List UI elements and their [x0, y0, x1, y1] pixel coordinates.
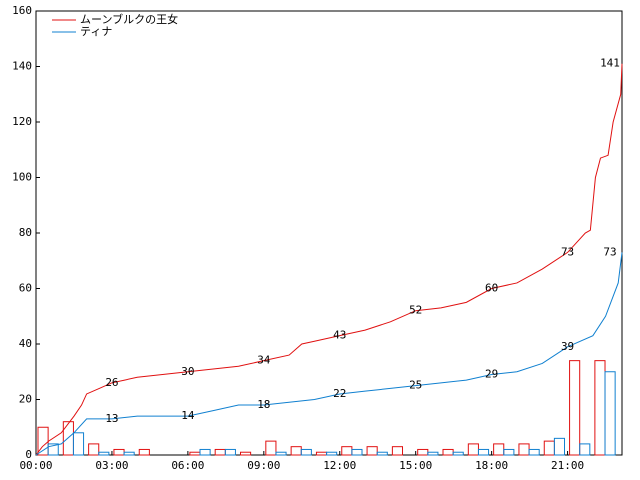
data-label: 26 — [105, 376, 118, 389]
data-label: 14 — [181, 409, 195, 422]
x-tick-label: 00:00 — [19, 459, 52, 472]
bar — [214, 448, 226, 456]
bar — [113, 448, 125, 456]
bar — [543, 440, 555, 456]
data-label: 13 — [105, 412, 118, 425]
y-tick-label: 60 — [19, 282, 32, 295]
bar — [199, 448, 211, 456]
data-label: 73 — [561, 245, 574, 258]
bar — [391, 446, 404, 456]
y-tick-label: 20 — [19, 393, 32, 406]
y-tick-label: 80 — [19, 226, 32, 239]
y-tick-label: 40 — [19, 337, 32, 350]
bar — [594, 360, 606, 456]
y-tick-label: 140 — [12, 60, 32, 73]
data-label: 141 — [600, 57, 620, 70]
x-tick-label: 06:00 — [171, 459, 204, 472]
data-label: 52 — [409, 304, 422, 317]
bar — [477, 448, 490, 456]
bar — [417, 448, 429, 456]
bar — [290, 446, 302, 456]
x-tick-label: 03:00 — [95, 459, 128, 472]
bar — [569, 360, 581, 456]
y-tick-label: 160 — [12, 4, 32, 17]
bar — [553, 437, 566, 456]
data-label: 18 — [257, 398, 270, 411]
bar — [98, 451, 110, 456]
bar — [315, 451, 328, 456]
plot-frame — [35, 10, 623, 456]
bar — [189, 451, 201, 456]
bar — [442, 448, 454, 456]
bar — [351, 448, 363, 456]
data-label: 29 — [485, 368, 498, 381]
y-tick-label: 120 — [12, 115, 32, 128]
x-tick-label: 15:00 — [399, 459, 432, 472]
bar — [493, 443, 505, 456]
bar — [47, 443, 59, 456]
data-label: 43 — [333, 329, 346, 342]
legend-label: ティナ — [80, 25, 112, 38]
bar — [123, 451, 135, 456]
bar — [518, 443, 530, 456]
data-label: 22 — [333, 387, 346, 400]
bar — [300, 448, 312, 456]
bar — [275, 451, 287, 456]
data-label: 30 — [181, 365, 194, 378]
y-tick-label: 0 — [25, 448, 32, 461]
bar — [265, 440, 277, 456]
bar — [72, 432, 85, 456]
line — [35, 63, 623, 456]
bar — [326, 451, 338, 456]
bar — [452, 451, 464, 456]
data-label: 34 — [257, 354, 271, 367]
legend-label: ムーンブルクの王女 — [80, 12, 178, 26]
bar — [88, 443, 100, 456]
data-label: 25 — [409, 379, 422, 392]
bar — [427, 451, 439, 456]
bar — [376, 451, 388, 456]
bar — [366, 446, 378, 456]
bar — [579, 443, 591, 456]
x-tick-label: 18:00 — [475, 459, 508, 472]
bar — [138, 448, 150, 456]
bar — [341, 446, 353, 456]
x-tick-label: 09:00 — [247, 459, 280, 472]
data-label: 60 — [485, 282, 498, 295]
bar — [503, 448, 515, 456]
line — [35, 252, 623, 456]
bar — [224, 448, 236, 456]
data-label: 39 — [561, 340, 574, 353]
x-tick-label: 21:00 — [551, 459, 584, 472]
bar — [467, 443, 479, 456]
data-label: 73 — [603, 245, 616, 258]
bar — [240, 451, 252, 456]
bar — [604, 371, 616, 456]
x-tick-label: 12:00 — [323, 459, 356, 472]
bar — [528, 448, 540, 456]
y-tick-label: 100 — [12, 171, 32, 184]
